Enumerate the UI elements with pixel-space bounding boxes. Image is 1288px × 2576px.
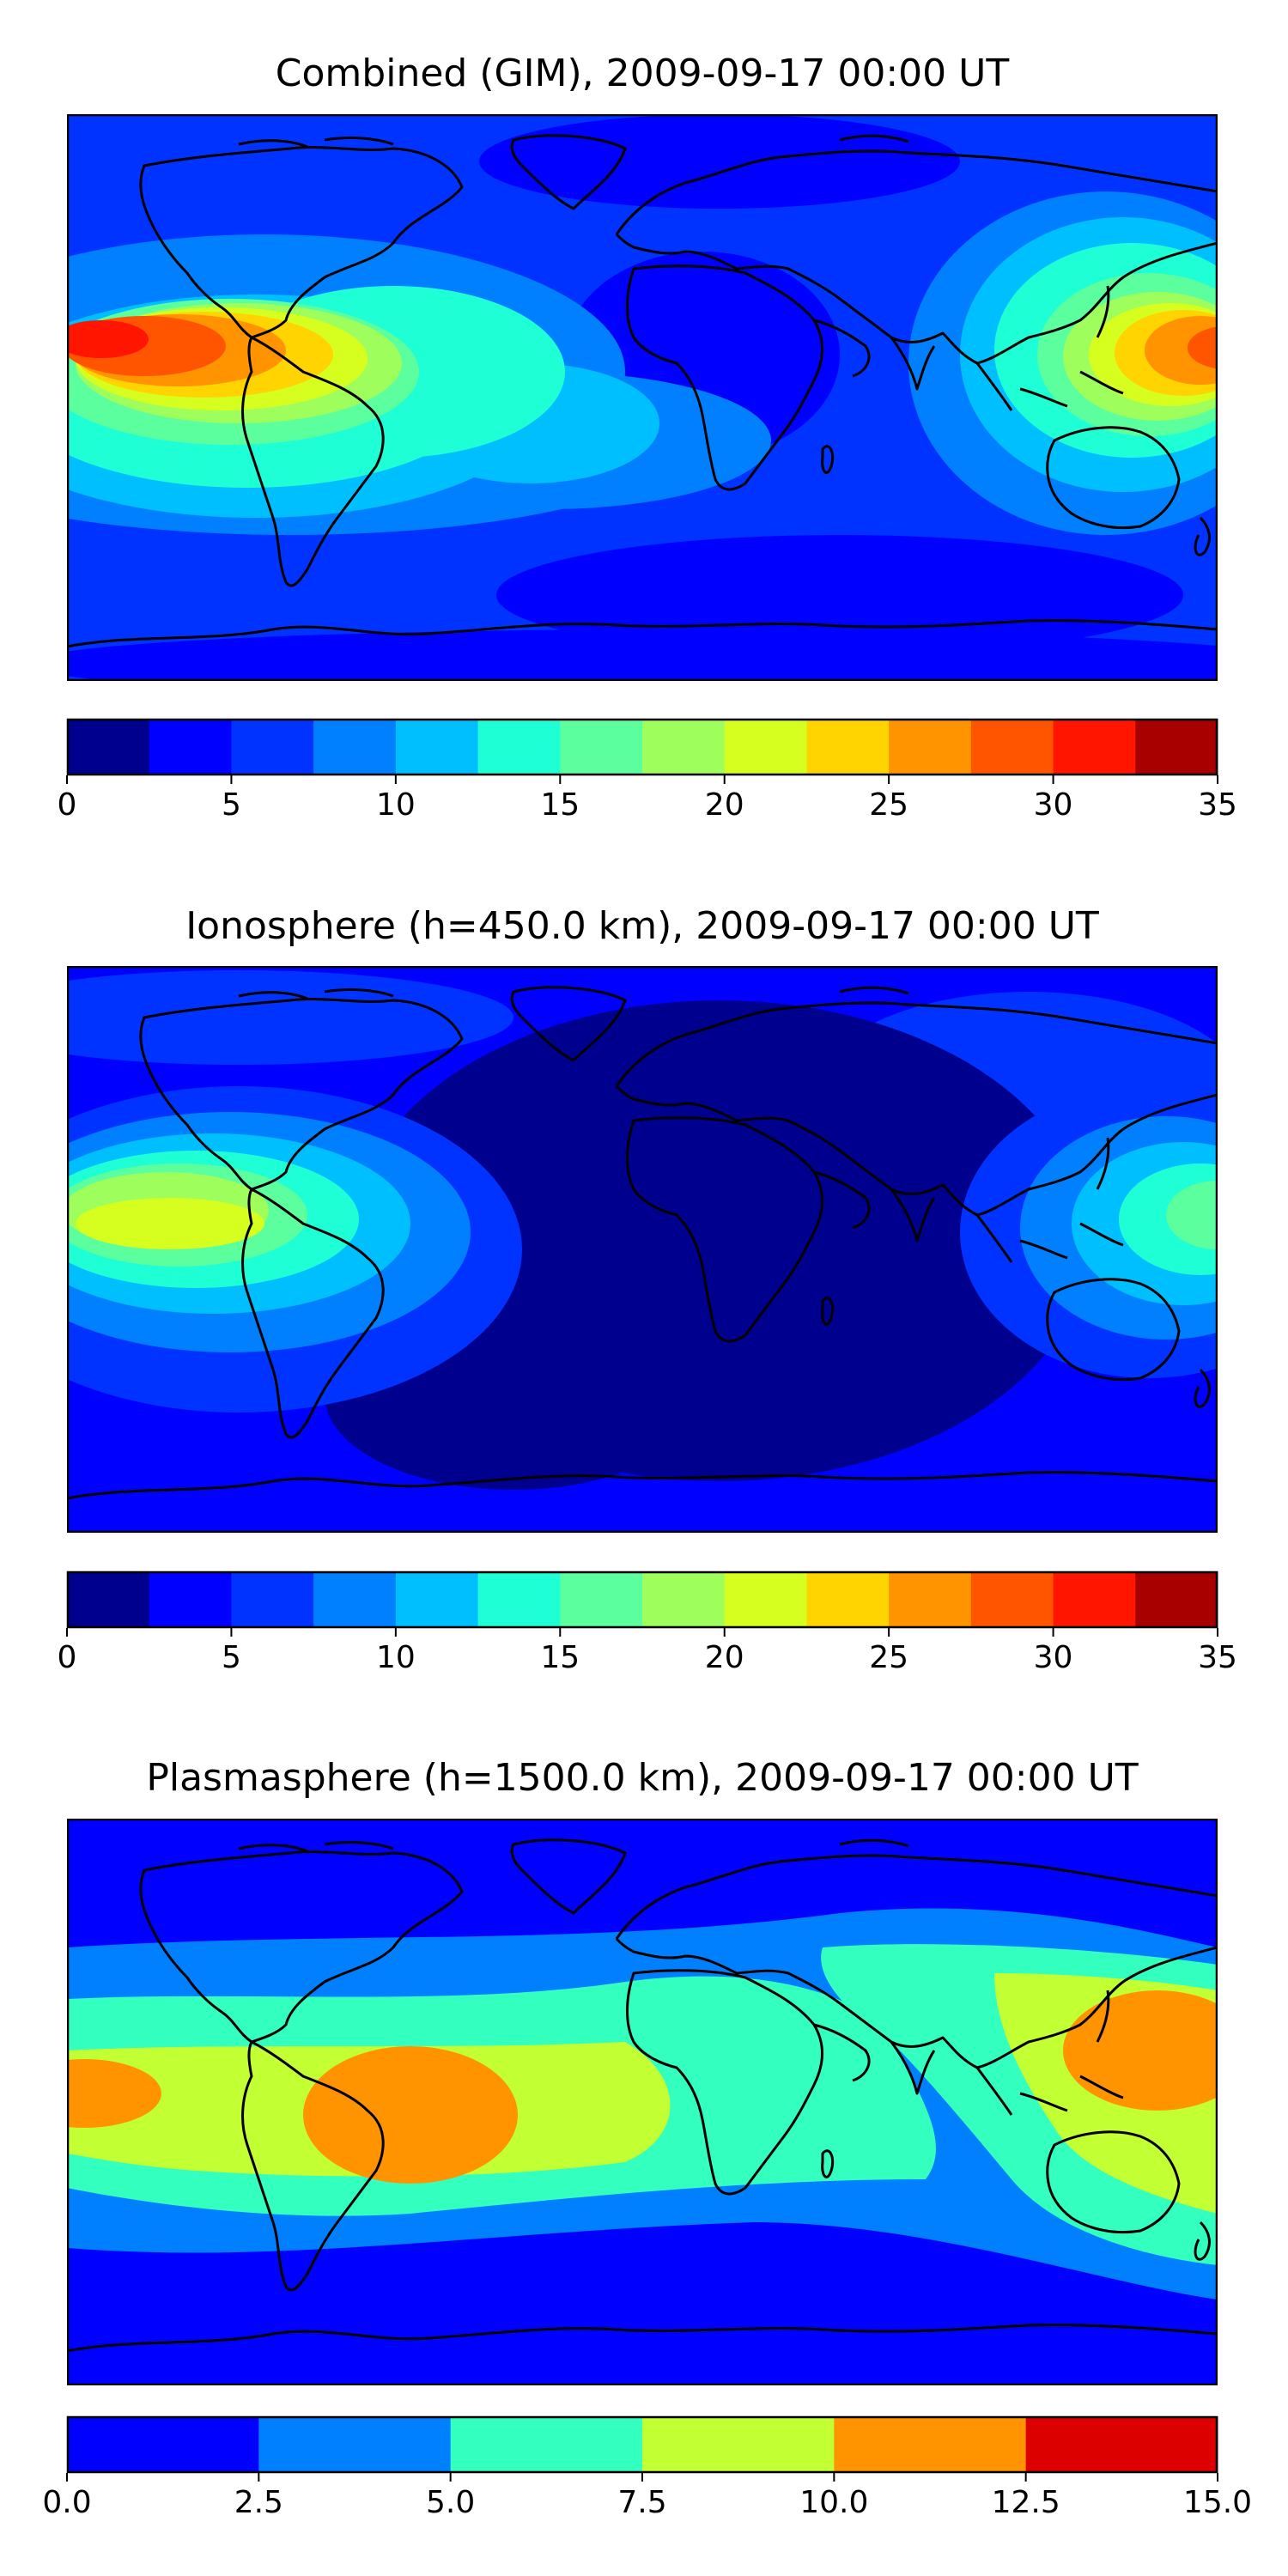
tec-contours-combined	[67, 114, 1218, 681]
colorbar-tick-label: 0.0	[42, 2485, 92, 2520]
tec-contours-plasmasphere	[67, 1819, 1218, 2385]
colorbar-frame	[66, 1571, 1218, 1629]
colorbar-segment	[806, 1571, 890, 1628]
colorbar-tick-label: 20	[704, 1640, 744, 1675]
colorbar-segment	[889, 719, 972, 775]
colorbar-segment	[67, 1571, 150, 1628]
colorbar-tick-label: 10.0	[799, 2485, 869, 2520]
panel-title-combined: Combined (GIM), 2009-09-17 00:00 UT	[275, 52, 1010, 95]
colorbar-segment	[642, 2416, 835, 2473]
colorbar-tick-label: 5	[221, 787, 241, 823]
colorbar-segment	[642, 719, 726, 775]
map-plasmasphere	[67, 1819, 1218, 2385]
colorbar-segment	[395, 1571, 479, 1628]
colorbar-segment	[149, 719, 232, 775]
colorbar-segment	[724, 1571, 807, 1628]
colorbar-segment	[67, 719, 150, 775]
colorbar-frame	[66, 2415, 1218, 2474]
colorbar-segment	[1135, 719, 1218, 775]
colorbar-segment	[1053, 719, 1136, 775]
colorbar-tick-label: 25	[869, 1640, 909, 1675]
panel-title-ionosphere: Ionosphere (h=450.0 km), 2009-09-17 00:0…	[185, 904, 1099, 948]
colorbar-tick-label: 35	[1198, 1640, 1237, 1675]
colorbar-tick-label: 30	[1033, 787, 1073, 823]
colorbar-tick-label: 35	[1198, 787, 1237, 823]
colorbar-tick-label: 12.5	[991, 2485, 1060, 2520]
colorbar-tick-label: 25	[869, 787, 909, 823]
colorbar-tick-label: 15	[540, 1640, 580, 1675]
colorbar-tick-label: 10	[375, 787, 416, 823]
colorbar-tick-label: 15.0	[1182, 2485, 1253, 2520]
colorbar-segment	[724, 719, 807, 775]
colorbar-tick-label: 2.5	[234, 2485, 283, 2520]
colorbar-ionosphere	[66, 1571, 1218, 1637]
colorbar-segment	[560, 1571, 643, 1628]
colorbar-tick-label: 30	[1033, 1640, 1073, 1675]
colorbar-segment	[258, 2416, 452, 2473]
colorbar-combined	[66, 718, 1218, 784]
colorbar-segment	[313, 719, 397, 775]
colorbar-segment	[970, 1571, 1054, 1628]
map-ionosphere	[67, 966, 1218, 1533]
colorbar-segment	[313, 1571, 397, 1628]
colorbar-segment	[806, 719, 890, 775]
colorbar-segment	[149, 1571, 232, 1628]
colorbar-frame	[66, 718, 1218, 776]
colorbar-segment	[560, 719, 643, 775]
colorbar-segment	[889, 1571, 972, 1628]
colorbar-tick-label: 20	[704, 787, 744, 823]
panel-title-plasmasphere: Plasmasphere (h=1500.0 km), 2009-09-17 0…	[146, 1756, 1139, 1800]
colorbar-tick-label: 0	[57, 787, 77, 823]
colorbar-tick-label: 0	[57, 1640, 77, 1675]
colorbar-segment	[67, 2416, 259, 2473]
colorbar-segment	[395, 719, 479, 775]
colorbar-tick-label: 7.5	[617, 2485, 667, 2520]
colorbar-tick-label: 5.0	[426, 2485, 476, 2520]
colorbar-segment	[231, 1571, 314, 1628]
tec-contours-ionosphere	[67, 966, 1218, 1533]
colorbar-tick-label: 10	[375, 1640, 416, 1675]
colorbar-segment	[477, 1571, 561, 1628]
colorbar-segment	[1025, 2416, 1218, 2473]
colorbar-plasmasphere	[66, 2415, 1218, 2482]
colorbar-segment	[1053, 1571, 1136, 1628]
colorbar-segment	[642, 1571, 726, 1628]
colorbar-tick-label: 15	[540, 787, 580, 823]
colorbar-segment	[1135, 1571, 1218, 1628]
colorbar-segment	[450, 2416, 643, 2473]
colorbar-tick-label: 5	[221, 1640, 241, 1675]
colorbar-segment	[970, 719, 1054, 775]
colorbar-segment	[231, 719, 314, 775]
colorbar-segment	[477, 719, 561, 775]
colorbar-segment	[834, 2416, 1027, 2473]
map-combined	[67, 114, 1218, 681]
